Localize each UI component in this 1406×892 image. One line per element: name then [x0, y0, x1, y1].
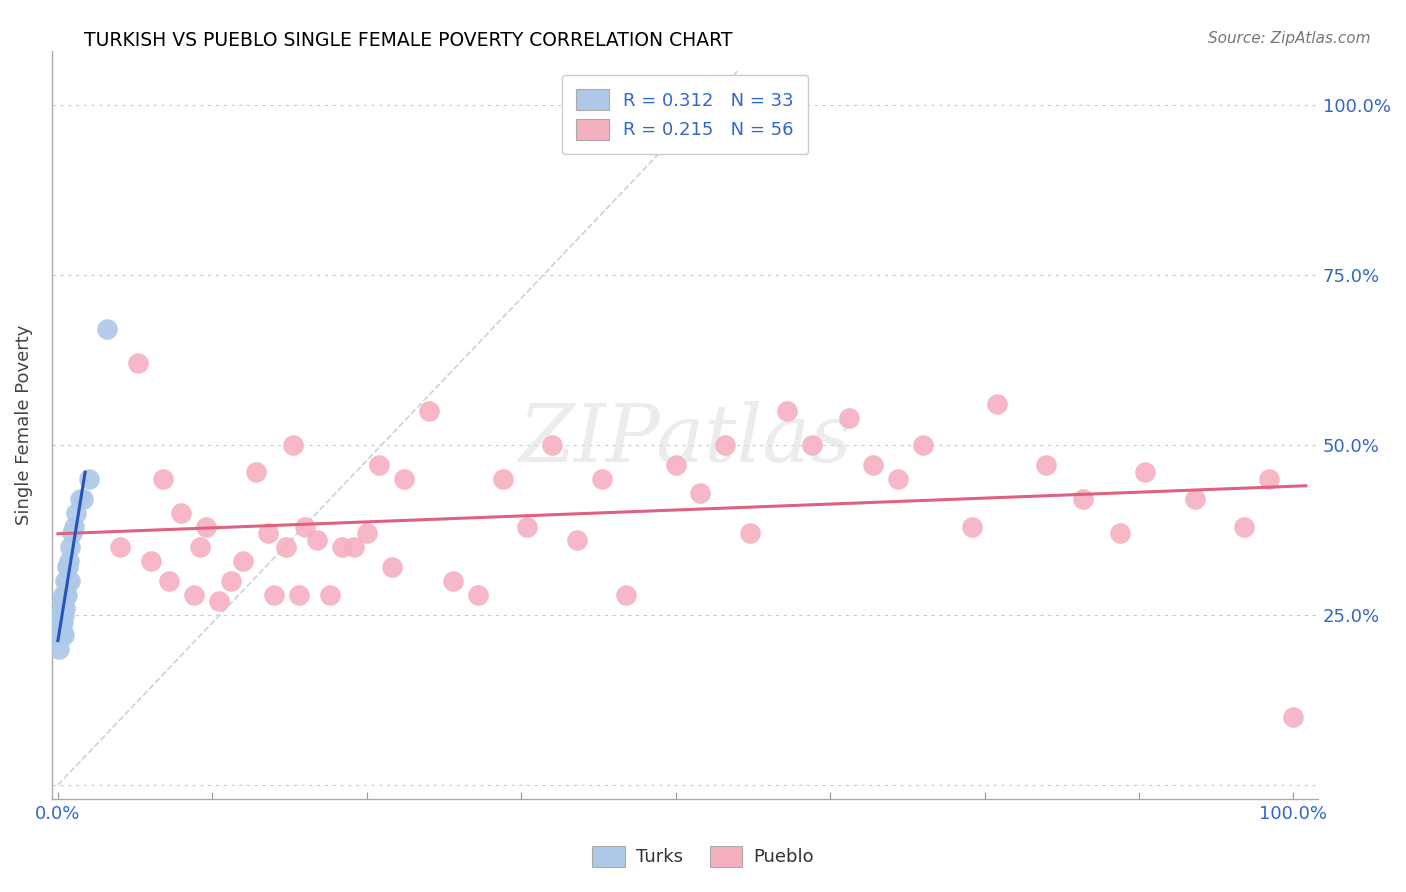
- Point: [307, 533, 329, 548]
- Point: [591, 472, 613, 486]
- Point: [911, 438, 934, 452]
- Point: [1257, 472, 1279, 486]
- Text: ZIPatlas: ZIPatlas: [519, 401, 852, 478]
- Point: [53, 574, 76, 588]
- Point: [55, 560, 77, 574]
- Point: [1073, 492, 1095, 507]
- Point: [55, 588, 77, 602]
- Point: [152, 472, 174, 486]
- Text: Source: ZipAtlas.com: Source: ZipAtlas.com: [1208, 31, 1371, 46]
- Point: [887, 472, 910, 486]
- Point: [48, 628, 70, 642]
- Point: [392, 472, 415, 486]
- Point: [492, 472, 515, 486]
- Point: [1109, 526, 1132, 541]
- Point: [1233, 519, 1256, 533]
- Text: TURKISH VS PUEBLO SINGLE FEMALE POVERTY CORRELATION CHART: TURKISH VS PUEBLO SINGLE FEMALE POVERTY …: [84, 31, 733, 50]
- Point: [960, 519, 983, 533]
- Point: [294, 519, 316, 533]
- Point: [986, 397, 1008, 411]
- Point: [59, 574, 82, 588]
- Point: [60, 526, 83, 541]
- Point: [1184, 492, 1206, 507]
- Point: [738, 526, 761, 541]
- Point: [319, 588, 342, 602]
- Point: [49, 607, 72, 622]
- Point: [69, 492, 91, 507]
- Point: [263, 588, 285, 602]
- Point: [188, 540, 211, 554]
- Point: [53, 628, 76, 642]
- Point: [418, 404, 440, 418]
- Point: [157, 574, 180, 588]
- Point: [48, 642, 70, 657]
- Point: [232, 553, 254, 567]
- Point: [614, 588, 637, 602]
- Point: [51, 607, 73, 622]
- Point: [52, 601, 75, 615]
- Point: [380, 560, 402, 574]
- Point: [53, 594, 76, 608]
- Point: [108, 540, 131, 554]
- Point: [288, 588, 311, 602]
- Point: [52, 588, 75, 602]
- Point: [56, 560, 79, 574]
- Point: [516, 519, 538, 533]
- Point: [72, 492, 94, 507]
- Point: [838, 410, 860, 425]
- Point: [219, 574, 242, 588]
- Point: [53, 588, 76, 602]
- Point: [49, 615, 72, 629]
- Point: [330, 540, 353, 554]
- Point: [65, 506, 87, 520]
- Legend: R = 0.312   N = 33, R = 0.215   N = 56: R = 0.312 N = 33, R = 0.215 N = 56: [562, 75, 808, 154]
- Point: [96, 322, 118, 336]
- Point: [195, 519, 218, 533]
- Y-axis label: Single Female Poverty: Single Female Poverty: [15, 325, 32, 524]
- Point: [862, 458, 884, 473]
- Point: [1133, 465, 1156, 479]
- Point: [1035, 458, 1057, 473]
- Point: [441, 574, 464, 588]
- Point: [51, 594, 73, 608]
- Point: [776, 404, 799, 418]
- Point: [53, 607, 76, 622]
- Point: [53, 601, 76, 615]
- Point: [368, 458, 391, 473]
- Point: [52, 615, 75, 629]
- Point: [1282, 710, 1305, 724]
- Legend: Turks, Pueblo: Turks, Pueblo: [585, 838, 821, 874]
- Point: [665, 458, 688, 473]
- Point: [55, 574, 77, 588]
- Point: [467, 588, 489, 602]
- Point: [565, 533, 588, 548]
- Point: [276, 540, 298, 554]
- Point: [127, 356, 149, 370]
- Point: [63, 519, 86, 533]
- Point: [356, 526, 378, 541]
- Point: [689, 485, 711, 500]
- Point: [800, 438, 823, 452]
- Point: [59, 540, 82, 554]
- Point: [51, 628, 73, 642]
- Point: [714, 438, 737, 452]
- Point: [281, 438, 304, 452]
- Point: [183, 588, 205, 602]
- Point: [245, 465, 267, 479]
- Point: [58, 553, 80, 567]
- Point: [56, 574, 79, 588]
- Point: [541, 438, 564, 452]
- Point: [257, 526, 280, 541]
- Point: [77, 472, 100, 486]
- Point: [51, 622, 73, 636]
- Point: [139, 553, 162, 567]
- Point: [49, 622, 72, 636]
- Point: [170, 506, 193, 520]
- Point: [343, 540, 366, 554]
- Point: [207, 594, 229, 608]
